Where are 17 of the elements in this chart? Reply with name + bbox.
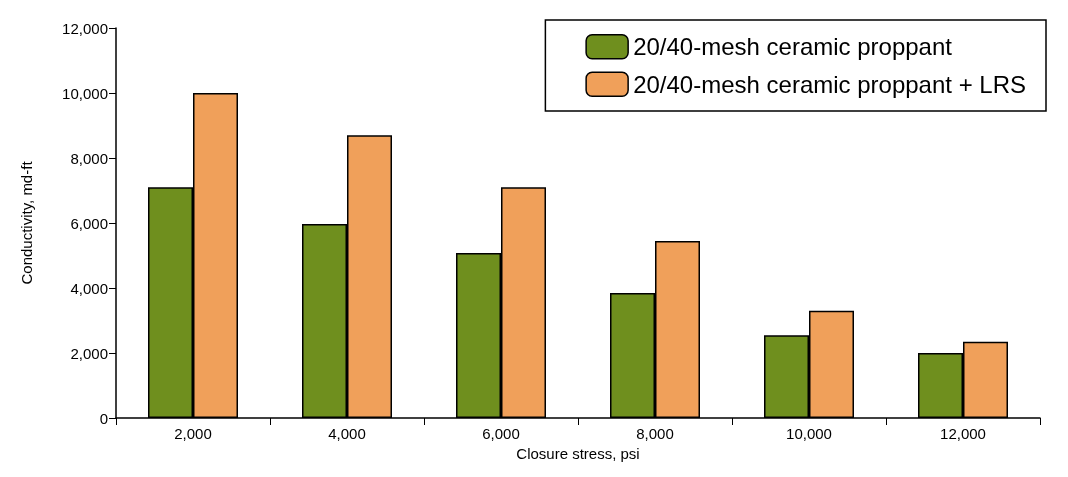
y-axis-title: Conductivity, md-ft (18, 160, 35, 285)
x-tick-label: 8,000 (636, 425, 674, 442)
x-axis-title: Closure stress, psi (516, 445, 640, 462)
x-tick-label: 12,000 (940, 425, 986, 442)
y-tick-label: 4,000 (70, 279, 108, 297)
y-tick-label: 10,000 (62, 84, 108, 102)
legend-label: 20/40-mesh ceramic proppant (633, 33, 953, 61)
x-tick-label: 6,000 (482, 425, 520, 442)
y-tick-label: 12,000 (62, 19, 108, 37)
x-tick-label: 10,000 (786, 425, 832, 442)
y-tick-label: 8,000 (70, 149, 108, 167)
y-tick-label: 0 (99, 409, 108, 427)
y-tick-label: 6,000 (70, 214, 108, 232)
x-tick-label: 4,000 (328, 425, 366, 442)
legend-label: 20/40-mesh ceramic proppant + LRS (633, 70, 1026, 98)
y-tick-label: 2,000 (70, 344, 108, 362)
x-tick-label: 2,000 (174, 425, 212, 442)
